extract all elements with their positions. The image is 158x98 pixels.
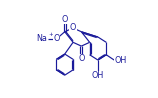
Text: Na: Na — [36, 34, 47, 43]
Text: OH: OH — [115, 56, 127, 65]
Text: OH: OH — [92, 71, 104, 80]
Text: O: O — [53, 34, 60, 43]
Text: O: O — [62, 15, 68, 24]
Text: +: + — [48, 32, 53, 37]
Text: O: O — [78, 54, 85, 63]
Text: O: O — [70, 24, 76, 32]
